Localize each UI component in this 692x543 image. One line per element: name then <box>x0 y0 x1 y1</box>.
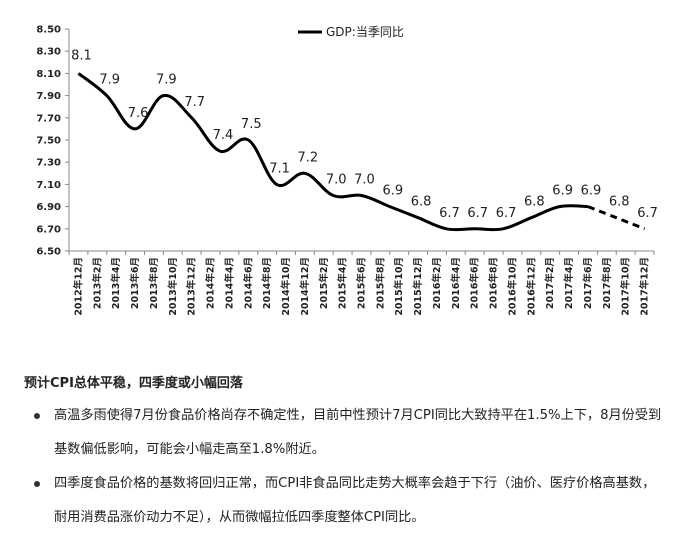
series-line <box>77 72 646 232</box>
data-label: 6.9 <box>552 184 573 199</box>
x-tick-label: 2013年6月 <box>129 257 141 309</box>
y-tick-label: 8.50 <box>36 25 61 36</box>
x-tick-label: 2016年8月 <box>488 257 500 309</box>
x-tick-label: 2017年2月 <box>544 257 556 309</box>
x-tick-label: 2017年8月 <box>601 257 613 309</box>
x-tick-label: 2015年12月 <box>412 257 424 316</box>
data-label: 7.4 <box>213 128 234 143</box>
x-tick-label: 2013年10月 <box>167 257 179 316</box>
x-tick-label: 2014年2月 <box>205 257 217 309</box>
x-tick-label: 2016年6月 <box>469 257 481 309</box>
x-tick-label: 2014年6月 <box>242 257 254 309</box>
x-tick-label: 2014年8月 <box>261 257 273 309</box>
y-axis: 8.50 8.30 8.10 7.90 7.70 7.50 7.30 7.10 6.90 6.70… <box>36 25 70 258</box>
x-tick-label: 2017年4月 <box>563 257 575 309</box>
data-label: 7.1 <box>269 161 290 176</box>
x-tick-label: 2015年4月 <box>337 257 349 309</box>
series-line-forecast <box>587 205 646 231</box>
x-tick-label: 2017年10月 <box>620 257 632 316</box>
x-tick-label: 2015年8月 <box>374 257 386 309</box>
data-label: 6.8 <box>609 195 630 210</box>
data-label: 6.7 <box>439 206 460 221</box>
x-tick-label: 2017年12月 <box>639 257 651 316</box>
x-tick-label: 2016年4月 <box>450 257 462 309</box>
x-tick-label: 2013年12月 <box>186 257 198 316</box>
y-tick-label: 7.70 <box>36 113 61 124</box>
x-tick-label: 2013年4月 <box>110 257 122 309</box>
data-label: 6.8 <box>411 195 432 210</box>
x-tick-label: 2016年12月 <box>525 257 537 316</box>
y-tick-label: 6.70 <box>36 224 61 235</box>
notes-list: 高温多雨使得7月份食品价格尚存不确定性，目前中性预计7月CPI同比大致持平在1.… <box>20 399 688 535</box>
note-line: 高温多雨使得7月份食品价格尚存不确定性，目前中性预计7月CPI同比大致持平在1.… <box>54 408 662 423</box>
x-tick-label: 2015年2月 <box>318 257 330 309</box>
notes-heading: 预计CPI总体平稳，四季度或小幅回落 <box>24 376 243 391</box>
x-tick-label: 2014年4月 <box>223 257 235 309</box>
y-tick-label: 8.30 <box>36 47 61 58</box>
data-label: 6.9 <box>382 184 403 199</box>
x-tick-label: 2015年10月 <box>393 257 405 316</box>
note-line: 耐用消费品涨价动力不足），从而微幅拉低四季度整体CPI同比。 <box>54 510 425 525</box>
data-label: 7.9 <box>156 73 177 88</box>
data-label: 7.2 <box>298 150 319 165</box>
x-tick-label: 2013年2月 <box>91 257 103 309</box>
y-tick-label: 8.10 <box>36 69 61 80</box>
x-axis: 2012年12月 2013年2月 2013年4月 2013年6月 2013年8月 2013… <box>68 250 655 316</box>
list-item: 四季度食品价格的基数将回归正常，而CPI非食品同比走势大概率会趋于下行（油价、医… <box>20 467 688 535</box>
notes-section: 预计CPI总体平稳，四季度或小幅回落 高温多雨使得7月份食品价格尚存不确定性，目… <box>20 372 688 535</box>
y-tick-label: 7.10 <box>36 180 61 191</box>
note-line: 四季度食品价格的基数将回归正常，而CPI非食品同比走势大概率会趋于下行（油价、医… <box>54 476 656 491</box>
x-tick-label: 2016年10月 <box>506 257 518 316</box>
data-label: 6.7 <box>637 206 658 221</box>
y-tick-label: 7.50 <box>36 136 61 147</box>
y-tick-label: 6.50 <box>36 247 61 258</box>
gdp-line-chart: 8.50 8.30 8.10 7.90 7.70 7.50 7.30 7.10 6.90 6.70… <box>36 25 658 316</box>
data-label: 6.8 <box>524 195 545 210</box>
list-item: 高温多雨使得7月份食品价格尚存不确定性，目前中性预计7月CPI同比大致持平在1.… <box>20 399 688 467</box>
data-label: 7.9 <box>99 73 120 88</box>
legend-label: GDP:当季同比 <box>326 25 404 39</box>
data-label: 7.5 <box>241 117 262 132</box>
legend: GDP:当季同比 <box>298 25 404 39</box>
x-tick-label: 2012年12月 <box>72 257 84 316</box>
x-tick-label: 2014年10月 <box>280 257 292 316</box>
data-label: 6.7 <box>467 206 488 221</box>
y-tick-label: 7.90 <box>36 91 61 102</box>
bullet-icon <box>34 481 40 487</box>
x-tick-label: 2017年6月 <box>582 257 594 309</box>
x-tick-label: 2013年8月 <box>148 257 160 309</box>
y-tick-label: 6.90 <box>36 202 61 213</box>
data-label: 7.6 <box>128 106 149 121</box>
data-label: 8.1 <box>71 48 92 63</box>
data-label: 6.7 <box>496 206 517 221</box>
note-line: 基数偏低影响，可能会小幅走高至1.8%附近。 <box>54 442 325 457</box>
data-label: 6.9 <box>581 184 602 199</box>
x-tick-label: 2014年12月 <box>299 257 311 316</box>
bullet-icon <box>34 413 40 419</box>
data-label: 7.0 <box>354 173 375 188</box>
data-label: 7.7 <box>184 95 205 110</box>
data-label: 7.0 <box>326 173 347 188</box>
x-tick-label: 2016年2月 <box>431 257 443 309</box>
data-labels: 8.1 7.9 7.6 7.9 7.7 7.4 7.5 7.1 7.2 7.0 7.0 6.9 6.8 6… <box>71 48 658 220</box>
y-tick-label: 7.30 <box>36 158 61 169</box>
series-line-actual <box>77 72 589 232</box>
x-tick-label: 2015年6月 <box>356 257 368 309</box>
